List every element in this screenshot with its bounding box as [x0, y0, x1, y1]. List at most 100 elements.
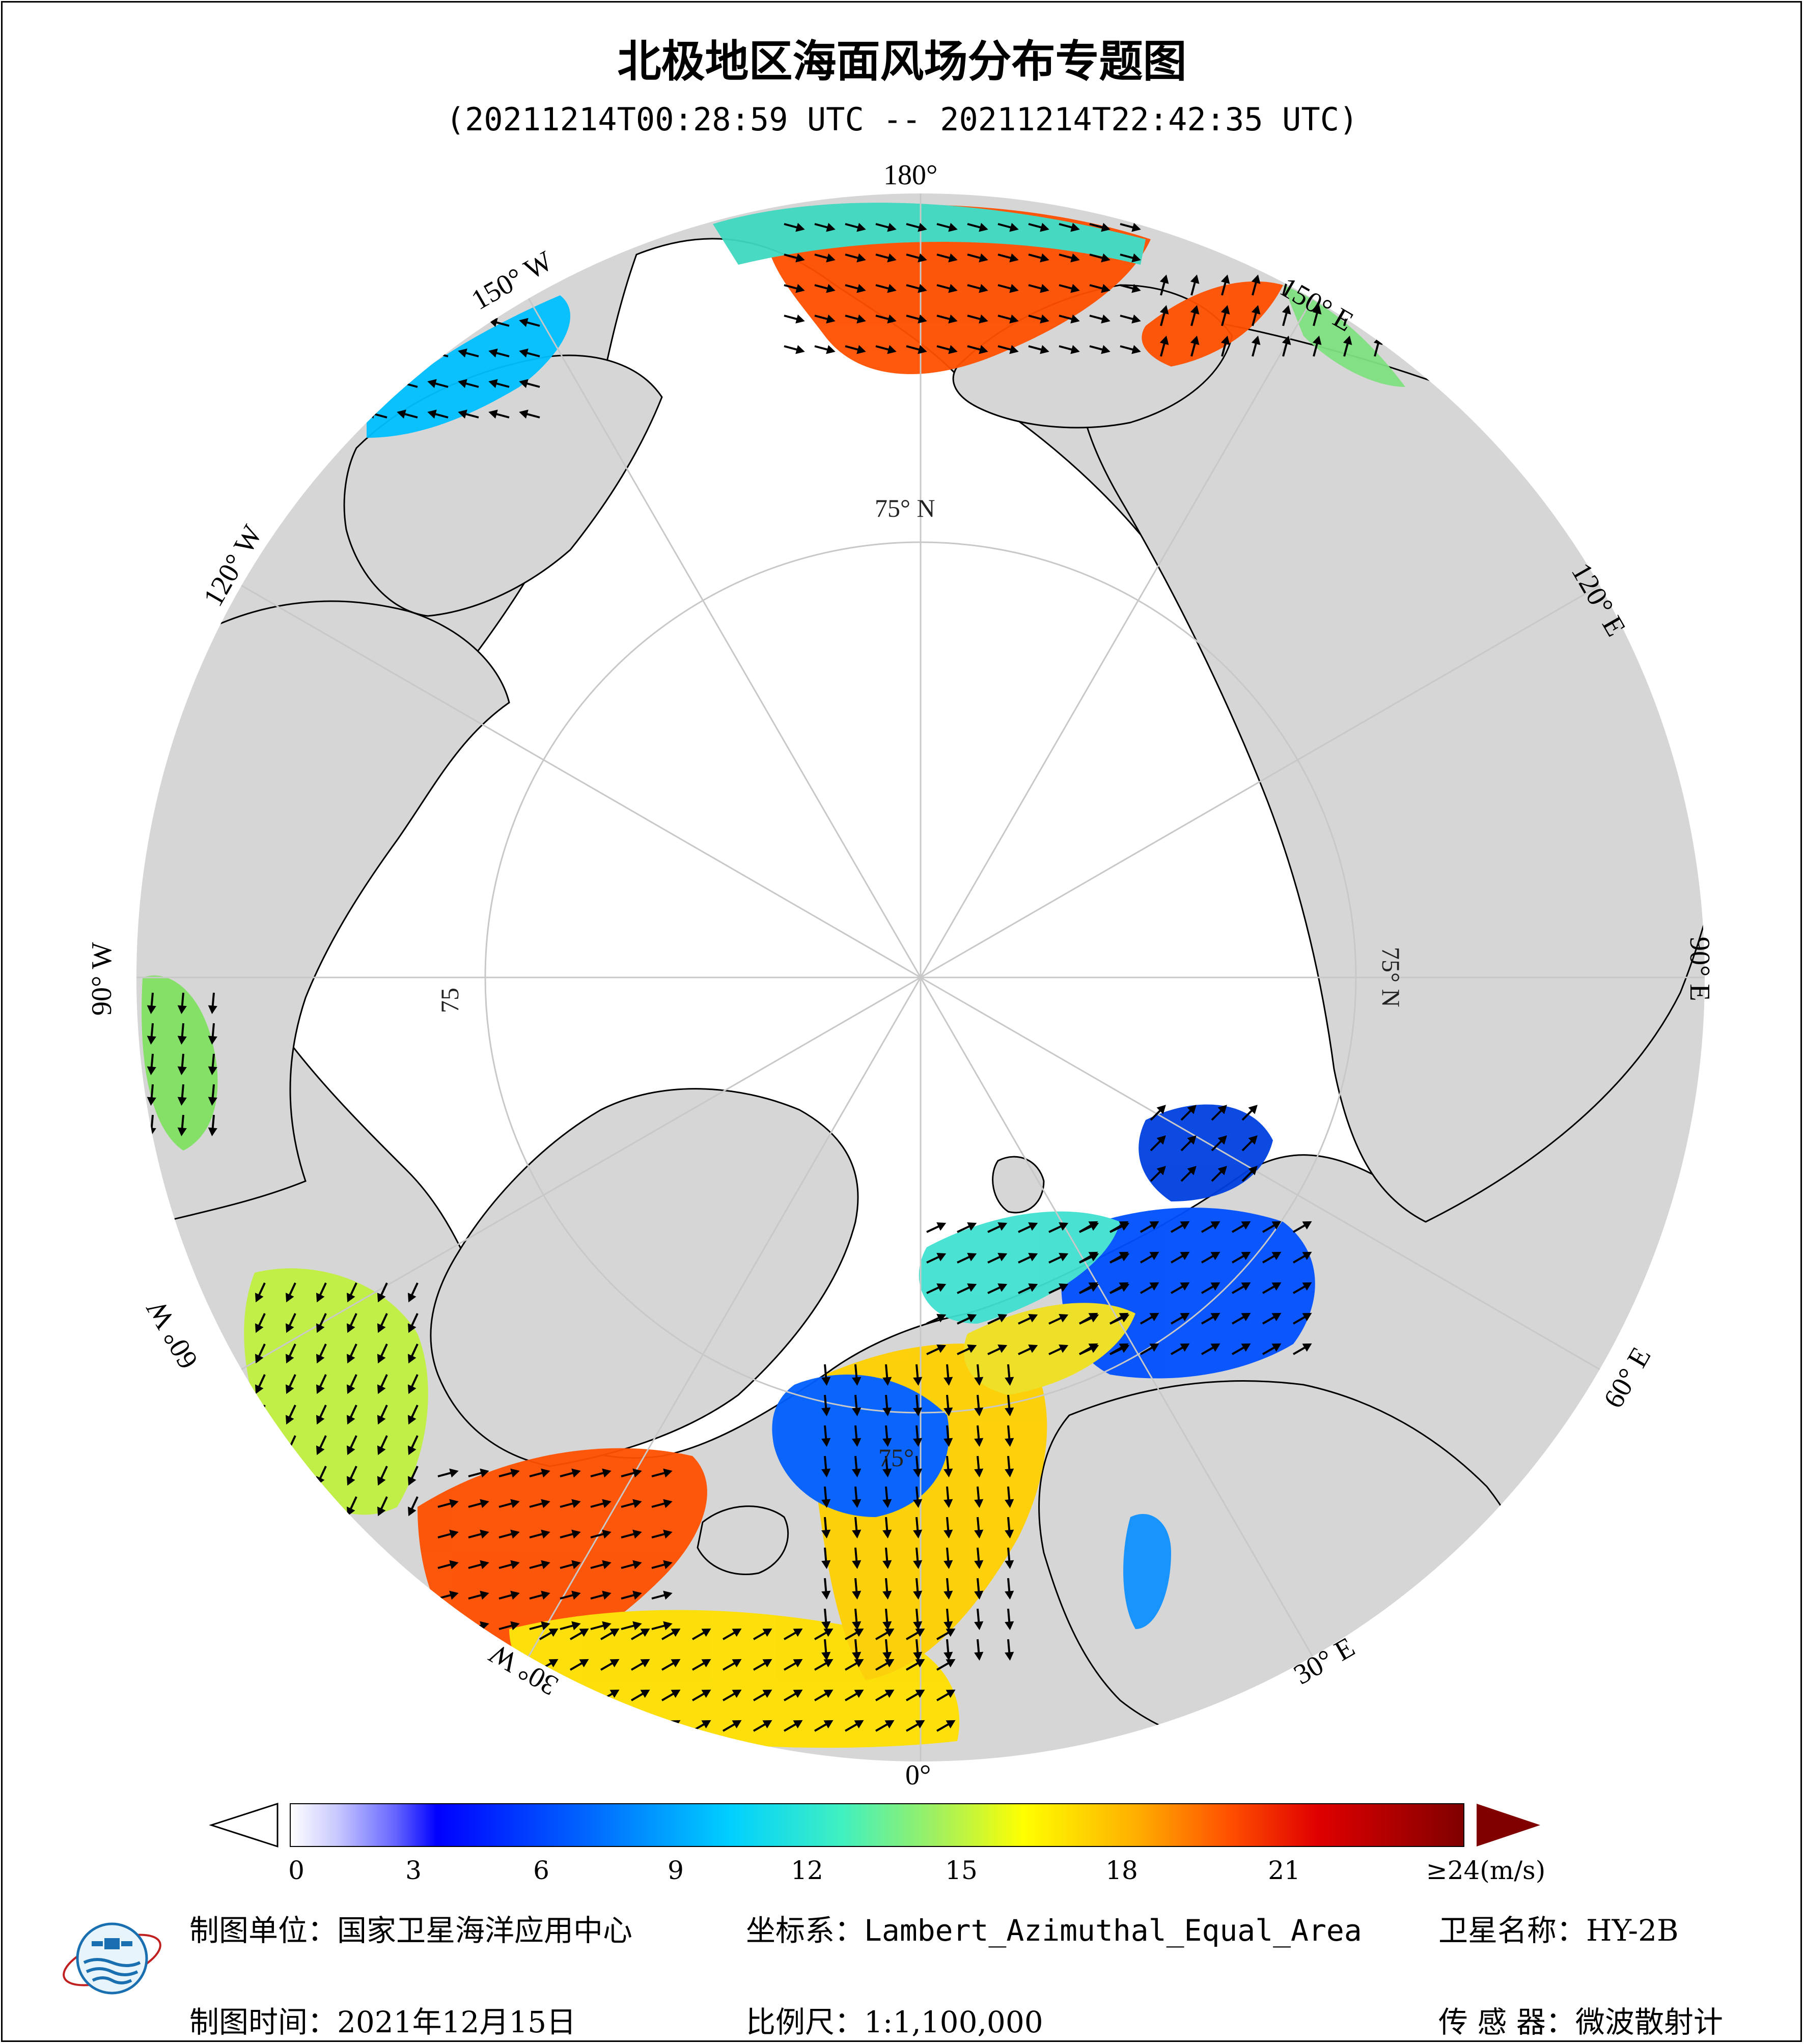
wind-arrow-head	[852, 1621, 862, 1631]
wind-arrow-head	[571, 1468, 581, 1478]
wind-arrow-head	[480, 1590, 489, 1600]
wind-arrow-head	[480, 1529, 489, 1539]
wind-arrow	[398, 350, 418, 357]
wind-arrow-head	[571, 1499, 581, 1508]
wind-arrow-head	[1059, 1283, 1069, 1292]
wind-arrow-head	[793, 1689, 803, 1698]
wind-arrow-head	[854, 1628, 864, 1637]
wind-arrow-head	[1159, 335, 1169, 345]
wind-arrow-head	[1210, 1343, 1220, 1352]
wind-arrow-head	[449, 1560, 459, 1570]
colorbar-tick-6: 6	[533, 1856, 549, 1885]
wind-arrow-head	[1009, 345, 1019, 354]
wind-arrow-head	[632, 1560, 642, 1570]
wind-arrow-head	[1248, 1135, 1258, 1145]
wind-arrow-head	[519, 348, 529, 358]
wind-arrow-head	[449, 1529, 459, 1539]
colorbar-min-triangle	[209, 1802, 279, 1848]
wind-arrow-head	[510, 1468, 520, 1478]
wind-arrow-head	[609, 1720, 620, 1729]
wind-arrow-head	[1005, 1560, 1014, 1570]
wind-arrow	[368, 381, 387, 388]
wind-arrow-head	[1248, 1105, 1258, 1114]
wind-arrow-head	[1088, 1312, 1098, 1322]
wind-arrow-head	[948, 222, 958, 232]
wind-arrow-head	[346, 1476, 355, 1486]
wind-arrow-head	[997, 1222, 1008, 1231]
wind-arrow-head	[632, 1468, 642, 1478]
wind-arrow-head	[821, 1499, 831, 1508]
wind-arrow-head	[852, 1590, 862, 1600]
wind-arrow-head	[997, 1313, 1008, 1323]
wind-arrow-head	[856, 284, 866, 293]
wind-arrow-head	[795, 284, 805, 293]
wind-arrow-head	[943, 1499, 953, 1508]
wind-arrow-head	[147, 1005, 156, 1015]
wind-arrow-head	[632, 1590, 642, 1600]
wind-arrow-head	[762, 1628, 772, 1637]
wind-arrow-head	[541, 1560, 550, 1570]
wind-arrow-head	[997, 1344, 1008, 1353]
wind-arrow-head	[913, 1377, 923, 1386]
wind-arrow-head	[541, 1499, 550, 1508]
wind-arrow-head	[177, 1097, 187, 1106]
wind-arrow-head	[1251, 274, 1261, 284]
agency-logo	[63, 1922, 161, 1995]
wind-arrow-head	[943, 1529, 953, 1539]
wind-arrow-head	[856, 253, 866, 263]
wind-arrow-head	[946, 1628, 956, 1637]
footer-crs: 坐标系：Lambert_Azimuthal_Equal_Area	[746, 1913, 1362, 1948]
swath-barents-sea	[1061, 1208, 1315, 1379]
wind-arrow-head	[571, 1560, 581, 1570]
wind-arrow-head	[427, 348, 437, 358]
wind-arrow-head	[1282, 335, 1291, 345]
wind-arrow	[368, 350, 387, 357]
wind-arrow-head	[488, 348, 498, 358]
wind-arrow-head	[177, 1066, 187, 1076]
wind-arrow-head	[701, 1689, 711, 1698]
wind-arrow-head	[1302, 1312, 1312, 1322]
wind-arrow-head	[1251, 335, 1261, 345]
wind-arrow-head	[1005, 1377, 1014, 1386]
wind-arrow-head	[918, 253, 927, 263]
wind-arrow-head	[915, 1659, 925, 1668]
wind-arrow-head	[1156, 1135, 1166, 1145]
swath-greenland-sea	[772, 1375, 949, 1517]
wind-arrow-head	[1005, 1651, 1014, 1661]
wind-arrow-head	[1005, 1621, 1014, 1631]
wind-arrow-head	[795, 345, 805, 354]
wind-arrow	[539, 1720, 557, 1732]
wind-arrow-head	[852, 1560, 862, 1570]
wind-arrow-head	[449, 1499, 459, 1508]
wind-arrow-head	[821, 1590, 831, 1600]
wind-arrow-head	[823, 1628, 834, 1637]
wind-arrow-head	[936, 1252, 947, 1262]
wind-arrow-head	[541, 1529, 550, 1539]
wind-arrow-head	[208, 1035, 217, 1045]
lon-label-90e: 90° E	[1684, 937, 1715, 1001]
wind-arrow-head	[762, 1720, 772, 1729]
wind-arrow	[317, 1496, 327, 1515]
wind-arrow-head	[701, 1659, 711, 1668]
wind-arrow-head	[943, 1560, 953, 1570]
wind-arrow	[600, 1720, 618, 1732]
wind-arrow-head	[407, 1476, 417, 1486]
wind-arrow-head	[943, 1407, 953, 1417]
wind-arrow-head	[1302, 1282, 1312, 1291]
wind-arrow-head	[397, 318, 406, 327]
wind-arrow-head	[609, 1689, 620, 1698]
wind-arrow	[429, 320, 449, 327]
wind-arrow-head	[913, 1529, 923, 1539]
wind-arrow-head	[1220, 305, 1230, 315]
wind-arrow-head	[255, 1506, 264, 1517]
wind-arrow-head	[640, 1659, 650, 1668]
wind-arrow-head	[793, 1628, 803, 1637]
wind-arrow-head	[346, 1384, 355, 1394]
wind-arrow-head	[1101, 284, 1111, 293]
wind-arrow-head	[377, 1415, 386, 1425]
wind-arrow-head	[1059, 1313, 1069, 1323]
wind-arrow-head	[852, 1651, 862, 1661]
wind-arrow	[286, 1466, 296, 1485]
wind-arrow-head	[510, 1621, 520, 1631]
